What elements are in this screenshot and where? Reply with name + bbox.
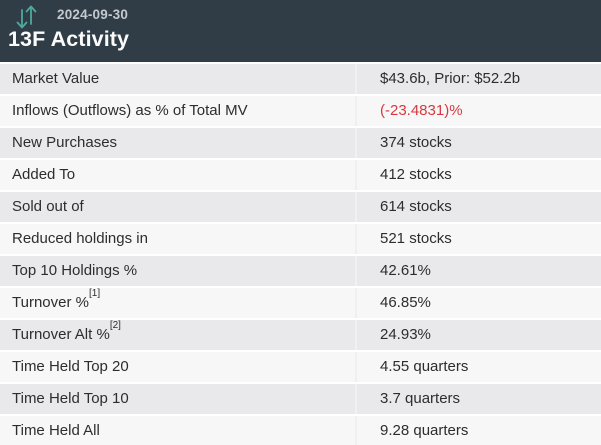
metric-label: Turnover Alt %[2] (0, 320, 355, 350)
metric-label: Time Held All (0, 416, 355, 445)
metric-value: $43.6b, Prior: $52.2b (355, 64, 601, 94)
metric-value: 521 stocks (355, 224, 601, 254)
metric-value: 3.7 quarters (355, 384, 601, 414)
metric-label-text: Time Held Top 20 (12, 358, 129, 375)
metric-label-text: Top 10 Holdings % (12, 262, 138, 279)
metric-label: Reduced holdings in (0, 224, 355, 254)
metric-label: Top 10 Holdings % (0, 256, 355, 286)
metric-label-text: Time Held Top 10 (12, 390, 129, 407)
report-date: 2024-09-30 (57, 7, 129, 22)
metric-label: Inflows (Outflows) as % of Total MV (0, 96, 355, 126)
metric-label-text: Inflows (Outflows) as % of Total MV (12, 102, 248, 119)
metric-label-text: Market Value (12, 70, 100, 87)
metric-value: 374 stocks (355, 128, 601, 158)
metric-value: 24.93% (355, 320, 601, 350)
metric-label: Time Held Top 20 (0, 352, 355, 382)
metric-label: Sold out of (0, 192, 355, 222)
metric-label-text: Reduced holdings in (12, 230, 148, 247)
metric-label-text: Added To (12, 166, 76, 183)
metric-value: 46.85% (355, 288, 601, 318)
table-row: Reduced holdings in 521 stocks (0, 222, 601, 254)
table-row: Market Value $43.6b, Prior: $52.2b (0, 62, 601, 94)
footnote-marker: [2] (109, 320, 121, 331)
metric-label-text: Time Held All (12, 422, 100, 439)
table-row: New Purchases 374 stocks (0, 126, 601, 158)
metric-value: 614 stocks (355, 192, 601, 222)
table-row: Top 10 Holdings % 42.61% (0, 254, 601, 286)
table-row: Sold out of 614 stocks (0, 190, 601, 222)
table-row: Added To 412 stocks (0, 158, 601, 190)
metrics-table: Market Value $43.6b, Prior: $52.2b Inflo… (0, 62, 601, 445)
table-row: Time Held All 9.28 quarters (0, 414, 601, 445)
metric-label-text: Turnover % (12, 294, 89, 311)
metric-label: Time Held Top 10 (0, 384, 355, 414)
metric-value: 9.28 quarters (355, 416, 601, 445)
metric-label-text: New Purchases (12, 134, 118, 151)
metric-label-text: Turnover Alt % (12, 326, 110, 343)
metric-value: (-23.4831)% (355, 96, 601, 126)
metric-label: New Purchases (0, 128, 355, 158)
metric-label: Market Value (0, 64, 355, 94)
metric-value: 42.61% (355, 256, 601, 286)
table-row: Time Held Top 20 4.55 quarters (0, 350, 601, 382)
metric-value: 4.55 quarters (355, 352, 601, 382)
table-row: Turnover Alt %[2] 24.93% (0, 318, 601, 350)
panel-header: 2024-09-30 13F Activity (0, 0, 601, 62)
metric-label: Turnover %[1] (0, 288, 355, 318)
metric-value: 412 stocks (355, 160, 601, 190)
table-row: Inflows (Outflows) as % of Total MV (-23… (0, 94, 601, 126)
metric-label: Added To (0, 160, 355, 190)
metric-label-text: Sold out of (12, 198, 84, 215)
table-row: Turnover %[1] 46.85% (0, 286, 601, 318)
table-row: Time Held Top 10 3.7 quarters (0, 382, 601, 414)
page-title: 13F Activity (8, 27, 130, 51)
footnote-marker: [1] (88, 288, 101, 299)
swap-vertical-arrows-icon (15, 3, 39, 31)
